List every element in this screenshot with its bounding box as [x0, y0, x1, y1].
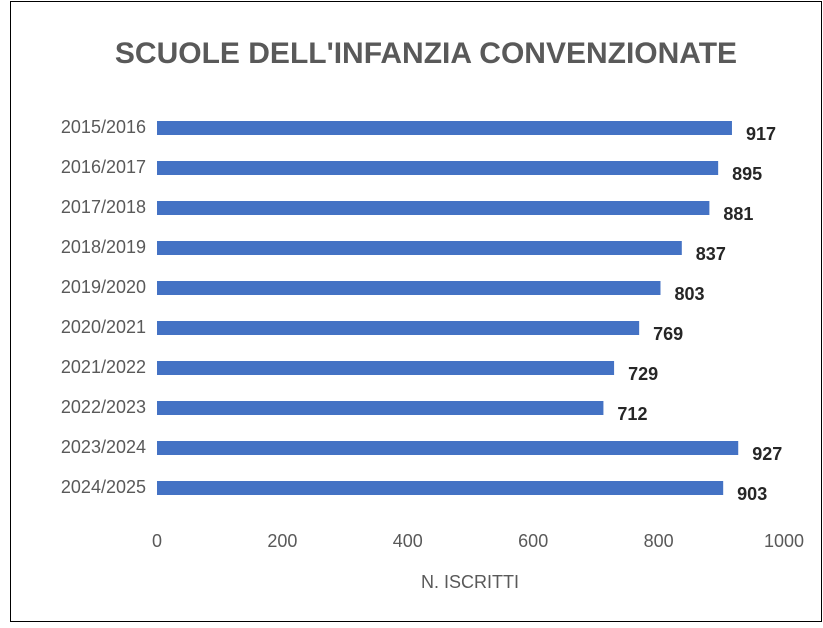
bar [157, 401, 604, 415]
x-tick-label: 200 [267, 531, 297, 551]
chart-title: SCUOLE DELL'INFANZIA CONVENZIONATE [115, 37, 737, 70]
bar [157, 361, 615, 375]
bar [157, 481, 724, 495]
y-tick-label: 2023/2024 [61, 437, 146, 457]
y-tick-label: 2020/2021 [61, 317, 146, 337]
y-tick-label: 2018/2019 [61, 237, 146, 257]
chart-frame [10, 1, 822, 622]
y-tick-label: 2019/2020 [61, 277, 146, 297]
y-tick-label: 2016/2017 [61, 157, 146, 177]
y-tick-label: 2021/2022 [61, 357, 146, 377]
bar [157, 161, 719, 175]
x-tick-label: 0 [152, 531, 162, 551]
y-tick-label: 2015/2016 [61, 117, 146, 137]
bar [157, 281, 661, 295]
data-label: 712 [617, 404, 647, 424]
data-label: 895 [732, 164, 762, 184]
y-tick-label: 2022/2023 [61, 397, 146, 417]
data-label: 769 [653, 324, 683, 344]
x-tick-label: 600 [518, 531, 548, 551]
bar [157, 441, 739, 455]
data-label: 927 [752, 444, 782, 464]
x-tick-label: 1000 [764, 531, 804, 551]
data-label: 729 [628, 364, 658, 384]
bar [157, 241, 682, 255]
bar [157, 321, 640, 335]
bar [157, 121, 732, 135]
x-tick-label: 800 [644, 531, 674, 551]
data-label: 881 [723, 204, 753, 224]
x-axis-label: N. ISCRITTI [421, 572, 519, 592]
y-tick-label: 2024/2025 [61, 477, 146, 497]
bar [157, 201, 710, 215]
data-label: 903 [737, 484, 767, 504]
data-label: 917 [746, 124, 776, 144]
x-tick-label: 400 [393, 531, 423, 551]
data-label: 803 [674, 284, 704, 304]
y-tick-label: 2017/2018 [61, 197, 146, 217]
data-label: 837 [696, 244, 726, 264]
